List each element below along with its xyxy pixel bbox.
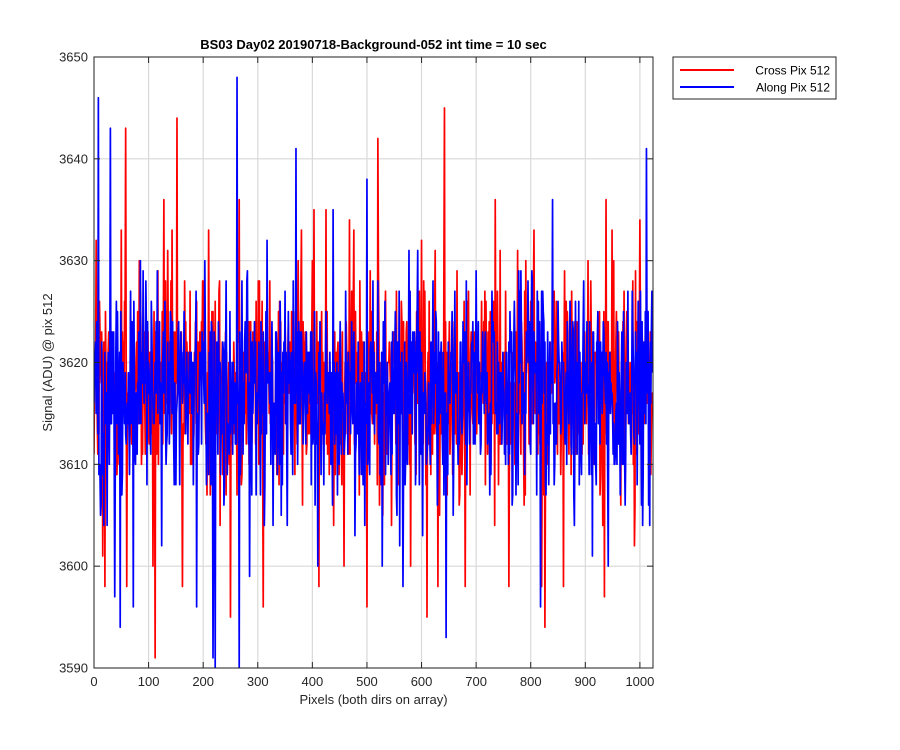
- legend-label-cross: Cross Pix 512: [755, 64, 830, 78]
- y-tick-label: 3610: [59, 457, 88, 472]
- x-axis-label: Pixels (both dirs on array): [299, 692, 447, 707]
- y-tick-label: 3650: [59, 50, 88, 65]
- y-tick-label: 3640: [59, 151, 88, 166]
- y-tick-label: 3600: [59, 559, 88, 574]
- x-tick-label: 400: [302, 674, 324, 689]
- x-tick-label: 100: [138, 674, 160, 689]
- x-tick-label: 700: [465, 674, 487, 689]
- series-lines: [94, 76, 653, 668]
- y-tick-label: 3590: [59, 661, 88, 676]
- legend-box: [672, 56, 837, 100]
- x-tick-label: 600: [411, 674, 433, 689]
- y-tick-label: 3630: [59, 253, 88, 268]
- x-tick-label: 900: [574, 674, 596, 689]
- x-tick-label: 800: [520, 674, 542, 689]
- y-axis-label: Signal (ADU) @ pix 512: [40, 293, 55, 431]
- y-tick-label: 3620: [59, 355, 88, 370]
- series-line-along: [94, 76, 653, 668]
- x-tick-label: 500: [356, 674, 378, 689]
- x-tick-label: 300: [247, 674, 269, 689]
- x-tick-label: 200: [192, 674, 214, 689]
- x-tick-label: 1000: [625, 674, 654, 689]
- ticks: 0 100 200 300 400 500 600 700 800 900 1000 3590 3600…: [59, 50, 654, 690]
- x-tick-label: 0: [90, 674, 97, 689]
- legend-label-along: Along Pix 512: [756, 81, 830, 95]
- chart-title: BS03 Day02 20190718-Background-052 int t…: [200, 37, 547, 52]
- legend: Cross Pix 512 Along Pix 512: [672, 56, 837, 100]
